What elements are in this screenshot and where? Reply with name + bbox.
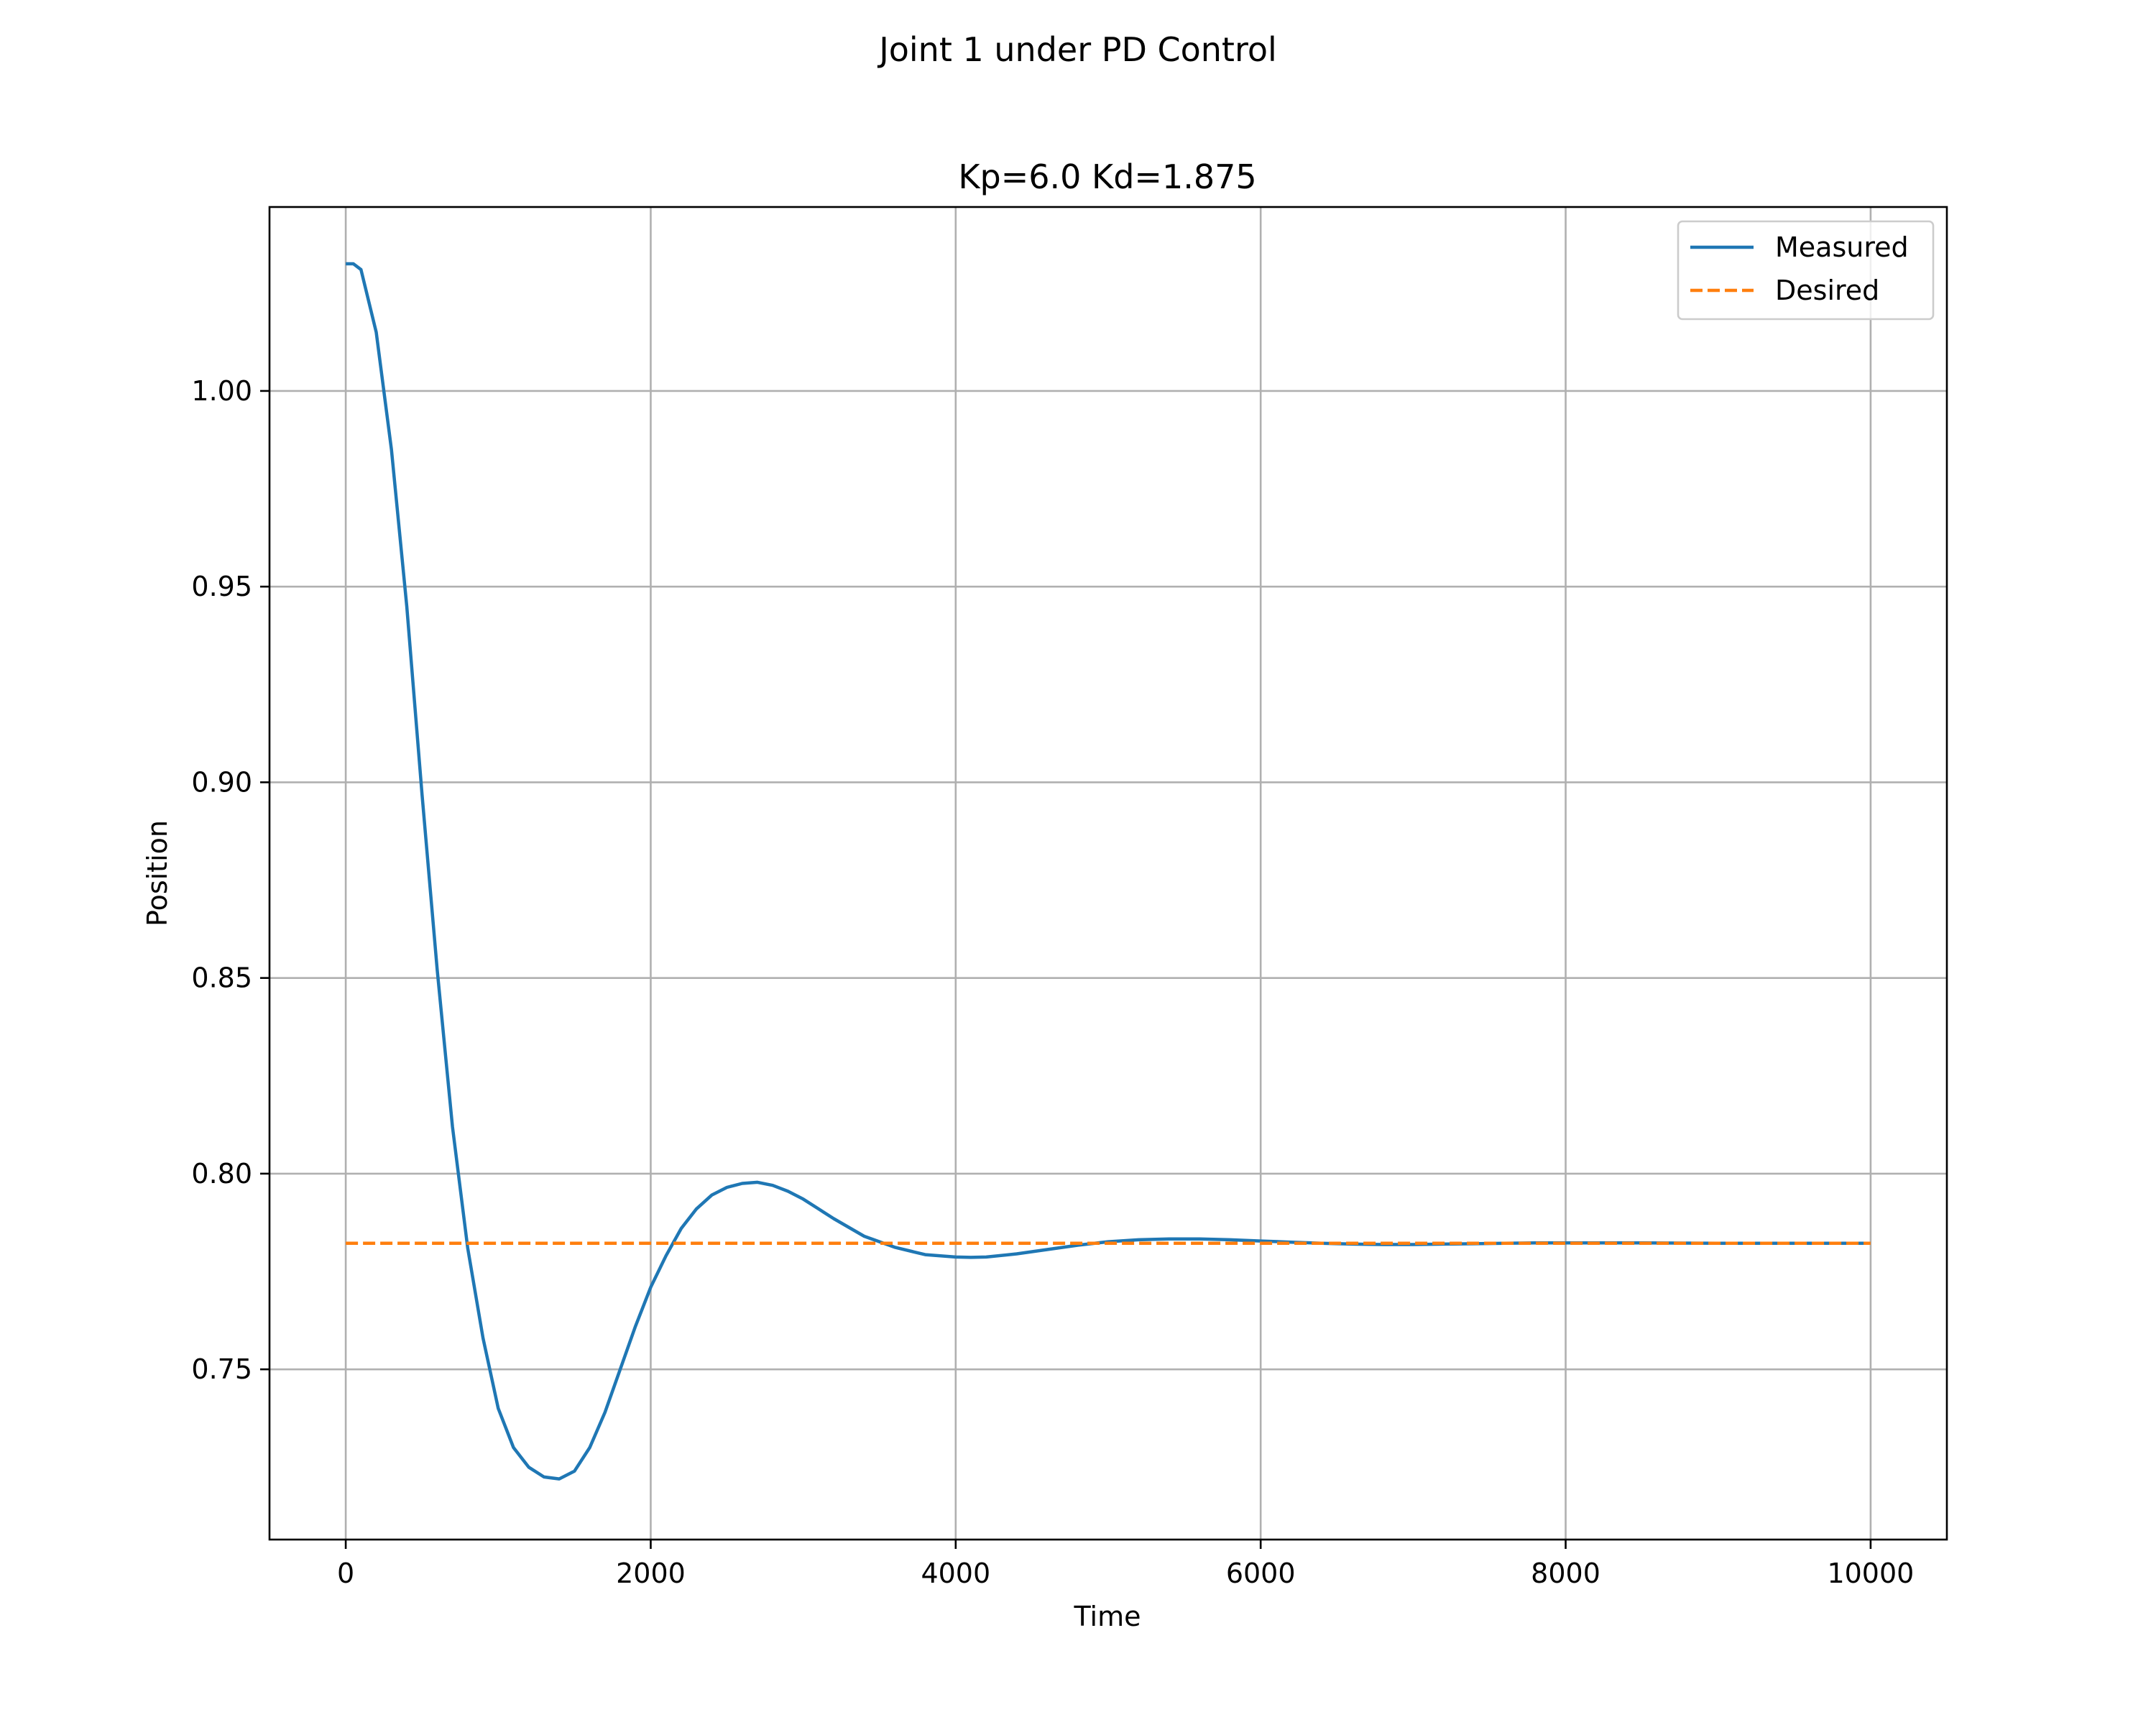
- chart-suptitle: Joint 1 under PD Control: [877, 30, 1277, 69]
- x-tick-label: 8000: [1531, 1558, 1600, 1589]
- series-layer: [346, 262, 1871, 1481]
- grid: [270, 207, 1947, 1540]
- x-axis-ticks: 0 2000 4000 6000 8000 10000: [337, 1540, 1914, 1589]
- x-axis-label: Time: [1074, 1601, 1141, 1632]
- x-tick-label: 2000: [616, 1558, 686, 1589]
- chart-title: Kp=6.0 Kd=1.875: [958, 157, 1256, 196]
- y-tick-label: 0.75: [191, 1353, 252, 1385]
- plot-frame: [268, 206, 1948, 1541]
- x-tick-label: 0: [337, 1558, 354, 1589]
- y-axis-label: Position: [142, 820, 173, 926]
- legend-label-measured: Measured: [1775, 231, 1909, 263]
- legend: Measured Desired: [1677, 220, 1935, 321]
- x-tick-label: 4000: [921, 1558, 990, 1589]
- y-tick-label: 0.85: [191, 962, 252, 994]
- x-tick-label: 6000: [1226, 1558, 1296, 1589]
- x-tick-label: 10000: [1827, 1558, 1914, 1589]
- legend-label-desired: Desired: [1775, 275, 1879, 306]
- y-tick-label: 0.90: [191, 766, 252, 798]
- y-tick-label: 0.95: [191, 571, 252, 602]
- y-tick-label: 1.00: [191, 375, 252, 407]
- y-tick-label: 0.80: [191, 1158, 252, 1190]
- y-axis-ticks: 0.75 0.80 0.85 0.90 0.95 1.00: [191, 375, 270, 1385]
